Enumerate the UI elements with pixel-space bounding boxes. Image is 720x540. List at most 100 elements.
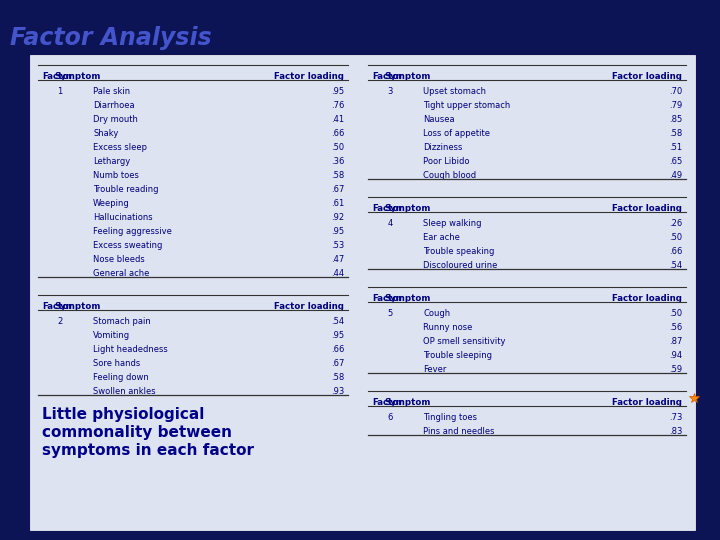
Text: .53: .53 [330, 241, 344, 251]
Text: Swollen ankles: Swollen ankles [93, 387, 156, 396]
Text: Sleep walking: Sleep walking [423, 219, 482, 228]
Text: Discoloured urine: Discoloured urine [423, 261, 498, 271]
Text: .41: .41 [331, 116, 344, 124]
Text: General ache: General ache [93, 269, 149, 279]
Text: Runny nose: Runny nose [423, 323, 472, 333]
Text: .92: .92 [331, 213, 344, 222]
Text: Lethargy: Lethargy [93, 157, 130, 166]
Text: Pins and needles: Pins and needles [423, 427, 495, 436]
Text: 5: 5 [387, 309, 392, 319]
Text: Light headedness: Light headedness [93, 346, 168, 354]
Text: .51: .51 [669, 144, 682, 152]
Text: Nausea: Nausea [423, 116, 454, 124]
Text: Feeling down: Feeling down [93, 373, 149, 382]
Text: Trouble speaking: Trouble speaking [423, 247, 495, 256]
Text: 4: 4 [387, 219, 392, 228]
Text: .58: .58 [330, 171, 344, 180]
Text: Symptom: Symptom [54, 302, 101, 312]
Text: 2: 2 [58, 318, 63, 326]
Text: .50: .50 [331, 144, 344, 152]
Text: .67: .67 [330, 360, 344, 368]
Text: Factor loading: Factor loading [274, 72, 344, 82]
Text: Symptom: Symptom [384, 72, 431, 82]
Text: Upset stomach: Upset stomach [423, 87, 486, 97]
Text: .95: .95 [331, 87, 344, 97]
Text: Trouble reading: Trouble reading [93, 185, 158, 194]
Bar [30, 55, 695, 530]
Text: Feeling aggressive: Feeling aggressive [93, 227, 172, 237]
Text: 6: 6 [387, 414, 392, 422]
Text: .66: .66 [330, 130, 344, 138]
Text: Factor loading: Factor loading [274, 302, 344, 312]
Text: Symptom: Symptom [384, 399, 431, 407]
Text: Shaky: Shaky [93, 130, 118, 138]
Text: Factor: Factor [372, 399, 402, 407]
Text: Vomiting: Vomiting [93, 332, 130, 340]
Text: .66: .66 [669, 247, 682, 256]
Text: Factor loading: Factor loading [612, 399, 682, 407]
Text: Cough: Cough [423, 309, 450, 319]
Text: 1: 1 [58, 87, 63, 97]
Text: Dry mouth: Dry mouth [93, 116, 138, 124]
Text: Factor: Factor [372, 72, 402, 82]
Text: Factor: Factor [42, 72, 73, 82]
Text: Factor loading: Factor loading [612, 294, 682, 303]
Text: Fever: Fever [423, 366, 446, 374]
Text: Sore hands: Sore hands [93, 360, 140, 368]
Text: .65: .65 [669, 157, 682, 166]
Text: Dizziness: Dizziness [423, 144, 462, 152]
Text: Hallucinations: Hallucinations [93, 213, 153, 222]
Text: .54: .54 [669, 261, 682, 271]
Text: Tight upper stomach: Tight upper stomach [423, 102, 510, 110]
Text: Factor: Factor [372, 205, 402, 213]
Text: 3: 3 [387, 87, 392, 97]
Text: Weeping: Weeping [93, 199, 130, 208]
Text: .58: .58 [669, 130, 682, 138]
Text: .93: .93 [330, 387, 344, 396]
Text: Cough blood: Cough blood [423, 171, 476, 180]
Text: .85: .85 [669, 116, 682, 124]
Text: .44: .44 [331, 269, 344, 279]
Text: Symptom: Symptom [54, 72, 101, 82]
Text: .87: .87 [669, 338, 682, 346]
Text: Ear ache: Ear ache [423, 233, 460, 242]
Text: Symptom: Symptom [384, 205, 431, 213]
Text: .94: .94 [669, 352, 682, 360]
Text: Excess sleep: Excess sleep [93, 144, 147, 152]
Text: Poor Libido: Poor Libido [423, 157, 469, 166]
Text: Symptom: Symptom [384, 294, 431, 303]
Text: Factor: Factor [372, 294, 402, 303]
Text: .83: .83 [669, 427, 682, 436]
Text: Stomach pain: Stomach pain [93, 318, 150, 326]
Text: Factor loading: Factor loading [612, 205, 682, 213]
Text: .56: .56 [669, 323, 682, 333]
Text: .73: .73 [669, 414, 682, 422]
Text: Nose bleeds: Nose bleeds [93, 255, 145, 265]
Text: Loss of appetite: Loss of appetite [423, 130, 490, 138]
Text: .50: .50 [669, 309, 682, 319]
Text: OP smell sensitivity: OP smell sensitivity [423, 338, 505, 346]
Text: .58: .58 [330, 373, 344, 382]
Text: .50: .50 [669, 233, 682, 242]
Text: Little physiological
commonality between
symptoms in each factor: Little physiological commonality between… [42, 407, 254, 458]
Text: .95: .95 [331, 332, 344, 340]
Text: .76: .76 [330, 102, 344, 110]
Text: .79: .79 [669, 102, 682, 110]
Text: Excess sweating: Excess sweating [93, 241, 163, 251]
Text: .66: .66 [330, 346, 344, 354]
Text: .59: .59 [669, 366, 682, 374]
Text: .49: .49 [669, 171, 682, 180]
Text: Numb toes: Numb toes [93, 171, 139, 180]
Text: .61: .61 [330, 199, 344, 208]
Text: .70: .70 [669, 87, 682, 97]
Text: Trouble sleeping: Trouble sleeping [423, 352, 492, 360]
Text: Tingling toes: Tingling toes [423, 414, 477, 422]
Text: .36: .36 [330, 157, 344, 166]
Text: Factor Analysis: Factor Analysis [10, 26, 212, 50]
Text: .26: .26 [669, 219, 682, 228]
Text: .95: .95 [331, 227, 344, 237]
Text: Pale skin: Pale skin [93, 87, 130, 97]
Text: .47: .47 [330, 255, 344, 265]
Text: Diarrhoea: Diarrhoea [93, 102, 135, 110]
Text: .67: .67 [330, 185, 344, 194]
